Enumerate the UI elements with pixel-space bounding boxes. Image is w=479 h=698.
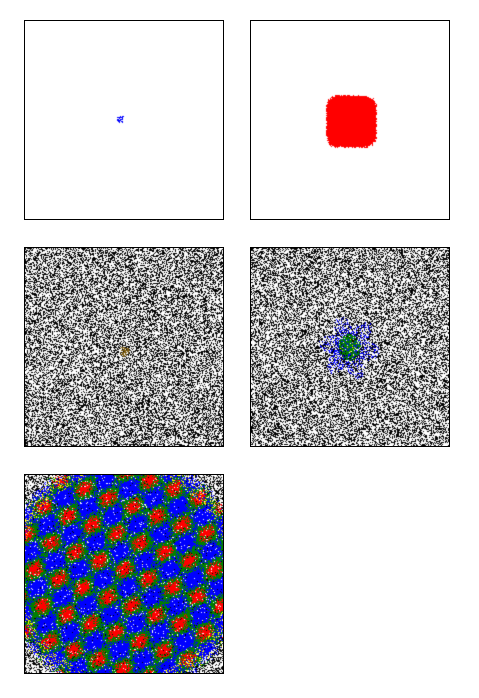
panel-noise-full-coverage bbox=[24, 474, 224, 674]
panel-red-square bbox=[250, 20, 450, 220]
panel-noise-spreading-seed bbox=[250, 247, 450, 447]
canvas-noise-spreading-seed bbox=[251, 248, 449, 446]
canvas-small-blue-cluster bbox=[25, 21, 223, 219]
canvas-red-square bbox=[251, 21, 449, 219]
panel-small-blue-cluster bbox=[24, 20, 224, 220]
panel-noise-small-seed bbox=[24, 247, 224, 447]
canvas-noise-full-coverage bbox=[25, 475, 223, 673]
canvas-noise-small-seed bbox=[25, 248, 223, 446]
